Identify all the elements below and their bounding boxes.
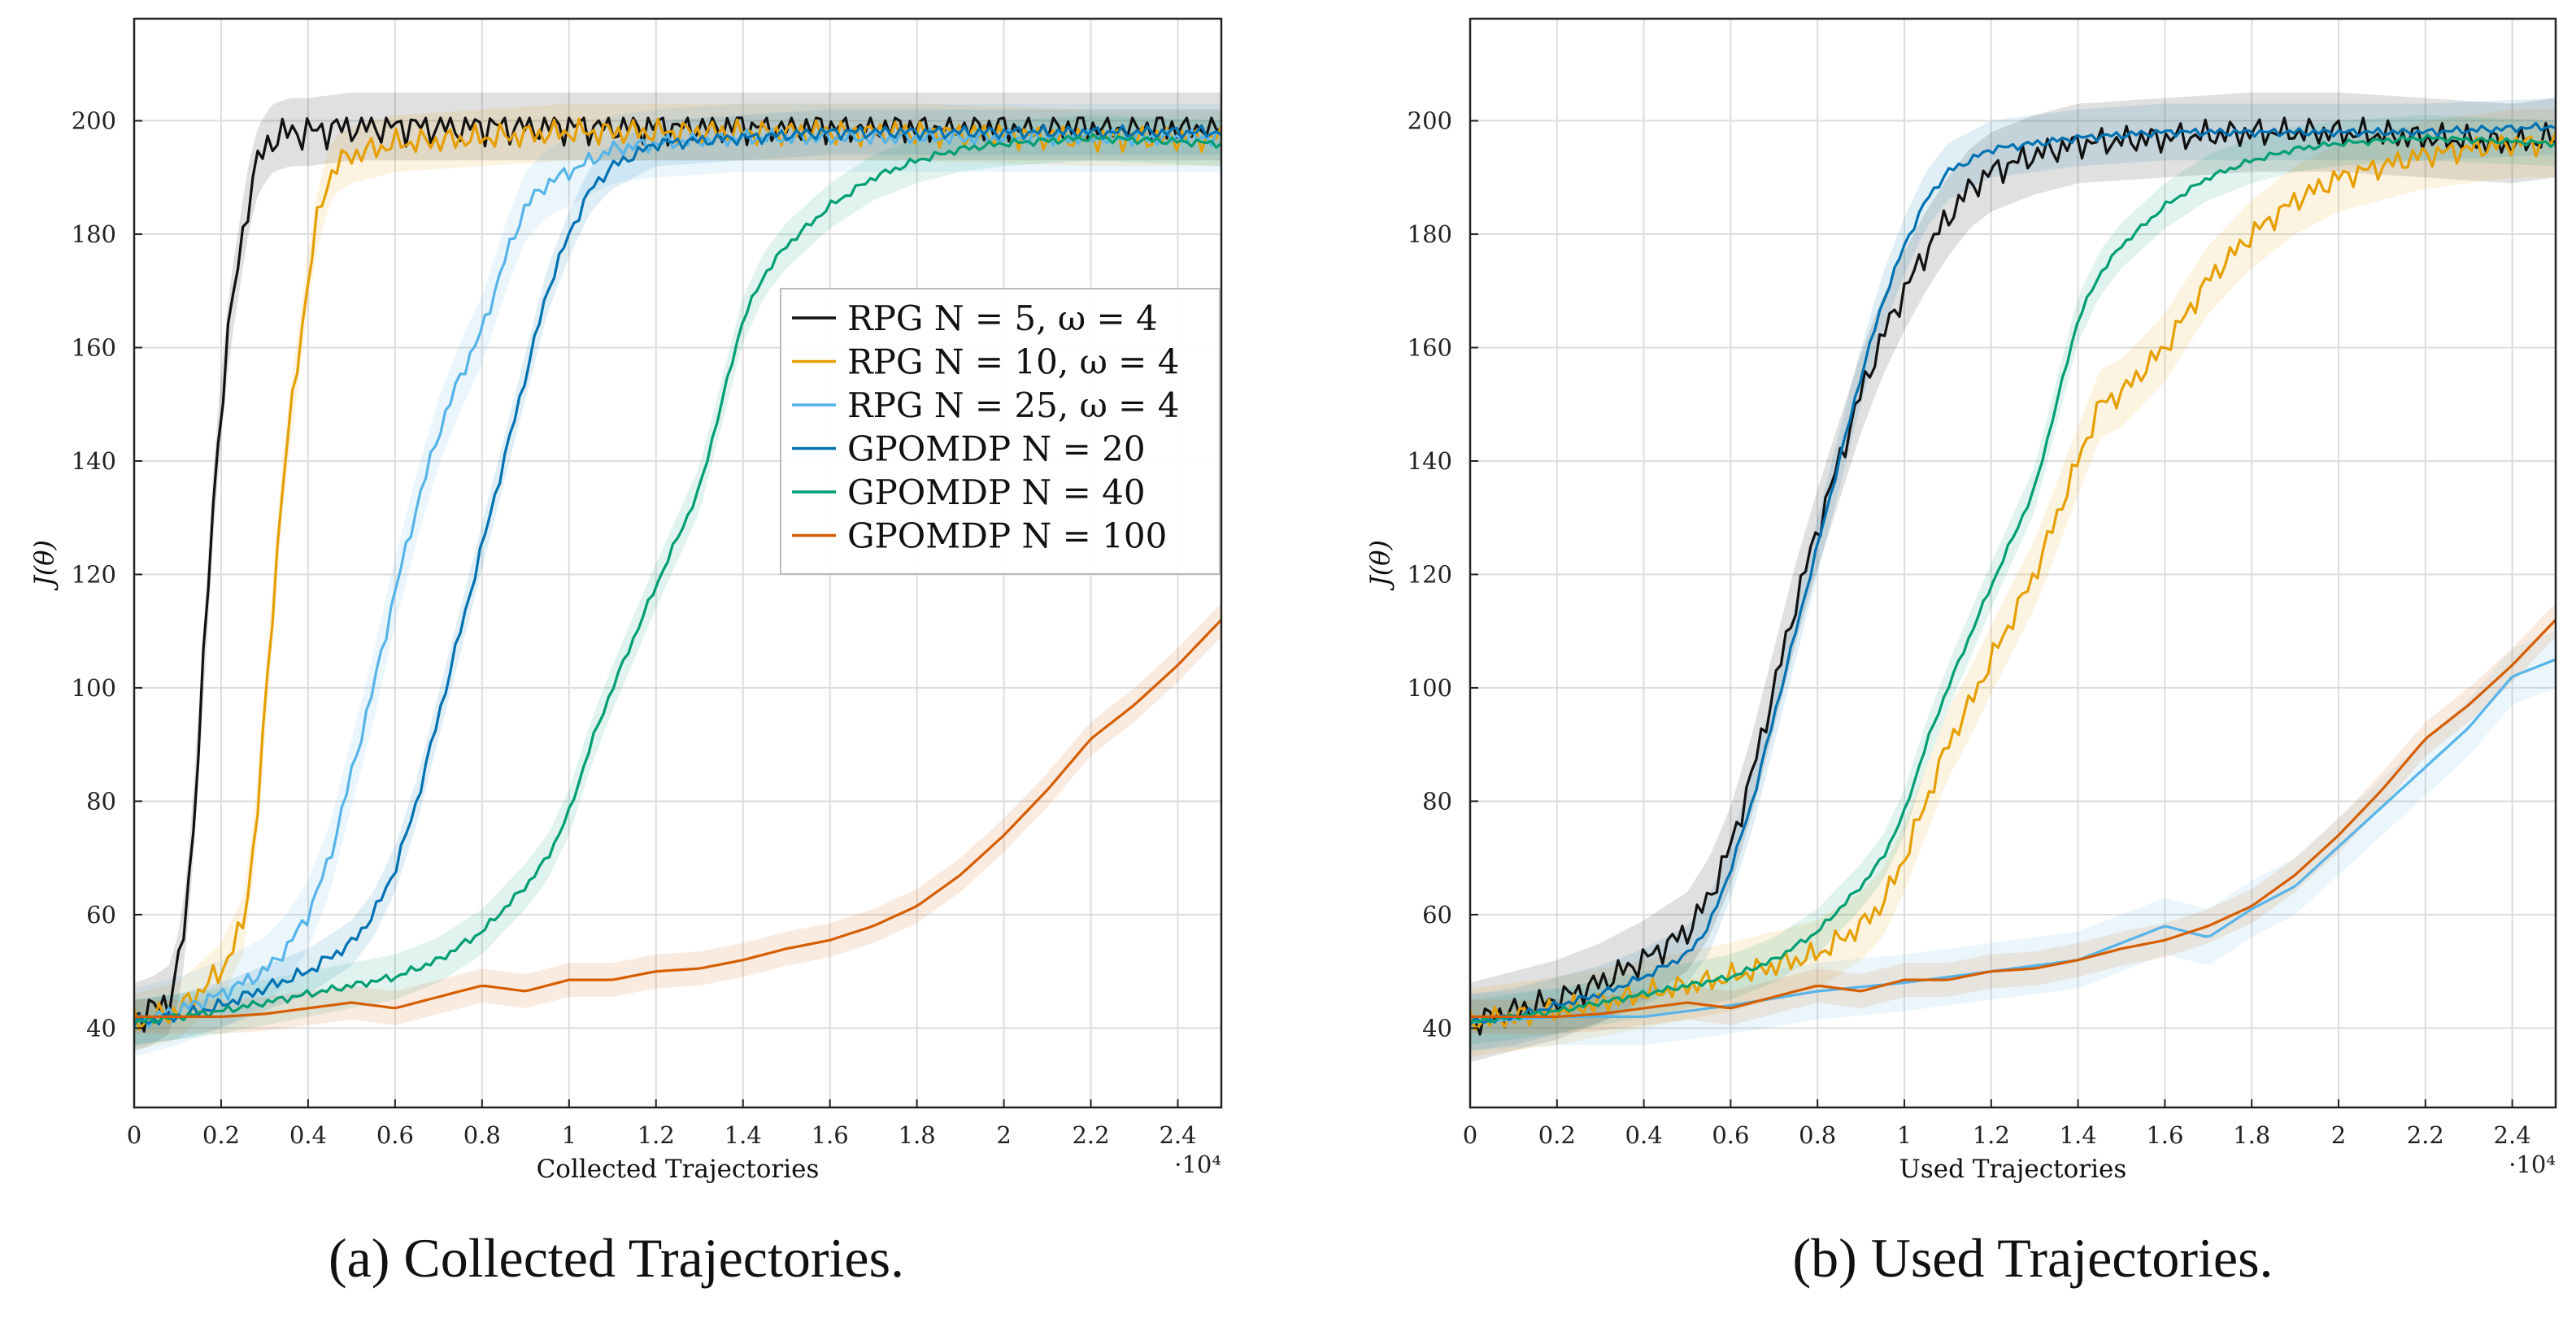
x-tick-label: 0.4 <box>289 1121 327 1149</box>
x-tick-label: 1 <box>562 1121 577 1149</box>
x-tick-label: 0.8 <box>463 1121 501 1149</box>
x-tick-label: 0.2 <box>1538 1121 1576 1149</box>
series-band-rpg10 <box>1470 109 2556 1057</box>
chart-panel-b: 0 0.2 0.4 0.6 0.8 1 1.2 1.4 1.6 1.8 2 2.2 2.4 40 60 80 1… <box>1364 17 2557 1184</box>
y-tick-label: 100 <box>72 674 116 702</box>
series-band-rpg5 <box>1470 92 2556 1063</box>
grid <box>1469 19 2556 1107</box>
x-axis-label: Collected Trajectories <box>537 1155 820 1184</box>
y-tick-label: 180 <box>72 220 116 248</box>
y-tick-label: 80 <box>1422 787 1452 815</box>
series-band-gpomdp100 <box>1470 603 2556 1034</box>
series-line-rpg5 <box>1469 116 2556 1036</box>
y-tick-label: 200 <box>1408 107 1452 135</box>
series-line-gpomdp100 <box>1470 619 2557 1018</box>
plot-frame <box>1469 17 2557 1109</box>
x-tick-label: 1.4 <box>2060 1121 2097 1149</box>
legend-label-rpg25: RPG N = 25, ω = 4 <box>847 385 1179 425</box>
x-tick-label: 1.2 <box>637 1121 675 1149</box>
x-tick-label: 0 <box>1463 1121 1477 1149</box>
x-tick-label: 1.6 <box>2146 1121 2183 1149</box>
x-tick-label: 1.8 <box>2233 1121 2270 1149</box>
y-tick-label: 140 <box>72 447 116 475</box>
x-tick-label: 1.4 <box>724 1121 762 1149</box>
x-tick-label: 0.6 <box>376 1121 414 1149</box>
x-tick-label: 2 <box>2331 1121 2346 1149</box>
chart-panel-a: 0 0.2 0.4 0.6 0.8 1 1.2 1.4 1.6 1.8 2 2.2 2.4 40 60 80 1… <box>28 17 1223 1184</box>
caption-b: (b) Used Trajectories. <box>1792 1227 2274 1289</box>
series-line-gpomdp20 <box>1469 121 2556 1026</box>
x-tick-label: 2.2 <box>2407 1121 2444 1149</box>
x-tick-label: 1.2 <box>1973 1121 2010 1149</box>
x-tick-label: 2 <box>996 1121 1011 1149</box>
legend-box <box>780 288 1221 575</box>
y-tick-label: 160 <box>72 333 116 361</box>
x-tick-label: 0.8 <box>1799 1121 1836 1149</box>
x-tick-label: 0.4 <box>1625 1121 1663 1149</box>
x-tick-label: 0.2 <box>202 1121 240 1149</box>
y-tick-label: 120 <box>72 560 116 588</box>
legend-label-gpomdp40: GPOMDP N = 40 <box>847 472 1146 512</box>
y-axis-label: J(θ) <box>28 540 59 591</box>
y-tick-label: 60 <box>1422 901 1452 929</box>
series-line-gpomdp100 <box>134 619 1223 1018</box>
series-line-rpg10 <box>1469 132 2557 1031</box>
x-tick-label: 0.6 <box>1712 1121 1749 1149</box>
series-line-gpomdp20 <box>133 124 1222 1027</box>
series-band-gpomdp20 <box>1470 98 2556 1051</box>
x-axis-multiplier: ·10⁴ <box>2509 1151 2556 1178</box>
x-tick-label: 1.8 <box>899 1121 936 1149</box>
y-tick-label: 120 <box>1408 560 1452 588</box>
series-band-gpomdp100 <box>134 603 1221 1034</box>
y-tick-label: 140 <box>1408 447 1452 475</box>
series-group <box>133 92 1223 1057</box>
y-tick-label: 200 <box>72 107 116 135</box>
y-axis-label: J(θ) <box>1364 540 1395 591</box>
x-axis-label: Used Trajectories <box>1899 1155 2126 1184</box>
y-tick-label: 60 <box>86 901 116 929</box>
series-group <box>1469 92 2557 1063</box>
legend-label-rpg5: RPG N = 5, ω = 4 <box>847 298 1158 338</box>
y-tick-label: 40 <box>86 1014 116 1042</box>
legend-label-gpomdp100: GPOMDP N = 100 <box>847 516 1167 556</box>
caption-a: (a) Collected Trajectories. <box>328 1227 905 1289</box>
x-tick-label: 0 <box>127 1121 141 1149</box>
y-tick-label: 40 <box>1422 1014 1452 1042</box>
x-tick-label: 2.2 <box>1072 1121 1109 1149</box>
series-band-rpg25 <box>134 103 1221 1057</box>
x-tick-label: 2.4 <box>2494 1121 2531 1149</box>
series-line-rpg25 <box>1469 658 2556 1024</box>
x-tick-label: 1 <box>1897 1121 1912 1149</box>
series-band-gpomdp40 <box>1470 115 2556 1046</box>
legend-label-rpg10: RPG N = 10, ω = 4 <box>847 342 1179 382</box>
y-tick-label: 180 <box>1408 220 1452 248</box>
plot-frame <box>133 17 1223 1109</box>
legend-label-gpomdp20: GPOMDP N = 20 <box>847 429 1146 469</box>
y-tick-label: 100 <box>1408 674 1452 702</box>
x-axis-multiplier: ·10⁴ <box>1174 1151 1221 1178</box>
y-tick-label: 160 <box>1408 333 1452 361</box>
x-tick-label: 2.4 <box>1159 1121 1196 1149</box>
series-line-gpomdp40 <box>1469 133 2556 1024</box>
x-tick-label: 1.6 <box>812 1121 849 1149</box>
series-line-rpg25 <box>133 127 1222 1029</box>
series-line-gpomdp40 <box>133 133 1223 1024</box>
y-tick-label: 80 <box>86 787 116 815</box>
